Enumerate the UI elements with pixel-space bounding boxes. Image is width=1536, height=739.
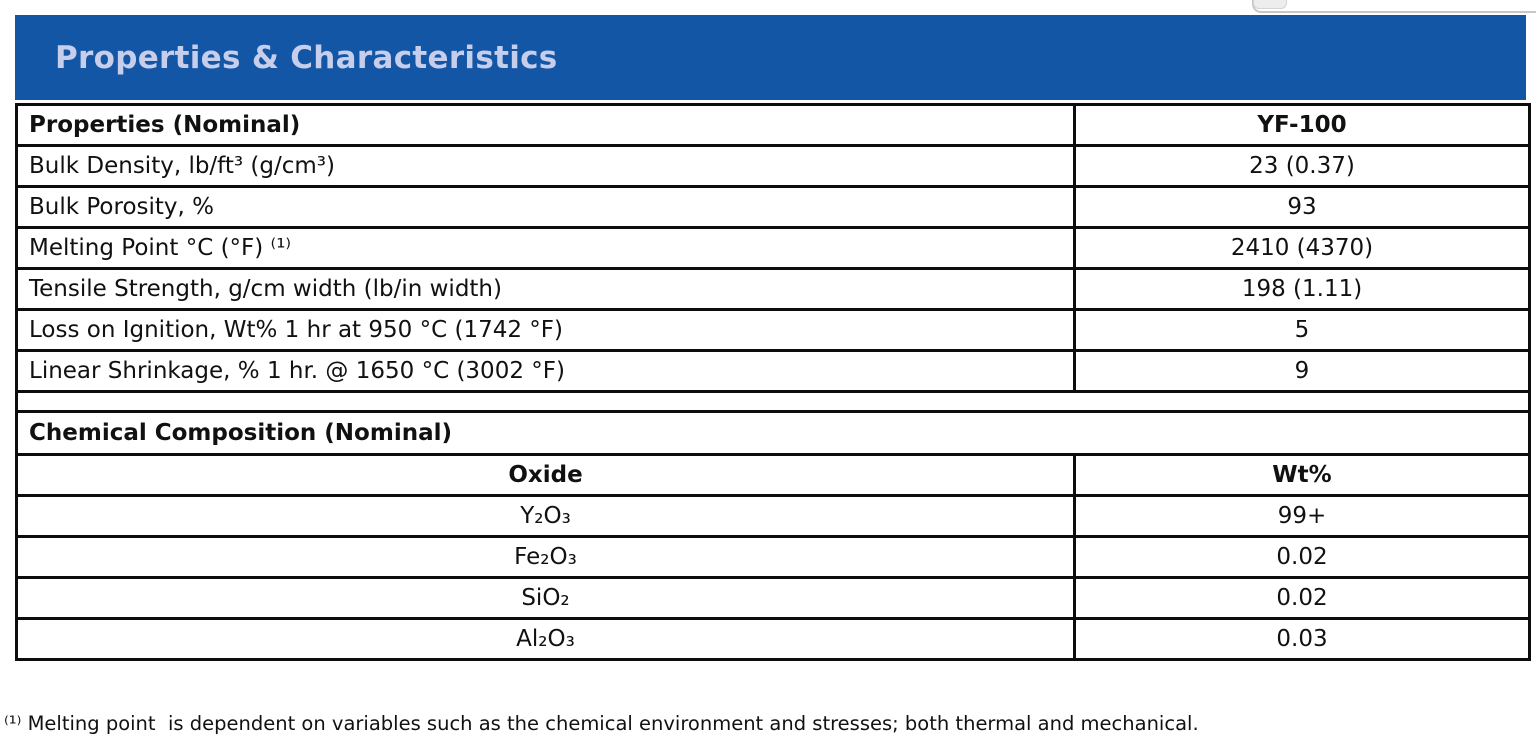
table-row: Melting Point °C (°F) ⁽¹⁾ 2410 (4370) xyxy=(15,226,1531,270)
oxide-label-cell: Al₂O₃ xyxy=(15,617,1076,661)
table-row: Tensile Strength, g/cm width (lb/in widt… xyxy=(15,267,1531,311)
section-banner: Properties & Characteristics xyxy=(15,15,1526,100)
oxide-value-cell: 99+ xyxy=(1073,494,1531,538)
properties-header-row: Properties (Nominal) YF-100 xyxy=(15,103,1531,147)
spacer-row xyxy=(15,390,1531,413)
table-row: Bulk Porosity, % 93 xyxy=(15,185,1531,229)
property-value-cell: 5 xyxy=(1073,308,1531,352)
floating-panel xyxy=(1252,0,1536,13)
oxide-label-cell: SiO₂ xyxy=(15,576,1076,620)
property-label-cell: Melting Point °C (°F) ⁽¹⁾ xyxy=(15,226,1076,270)
properties-characteristics-table: Properties (Nominal) YF-100 Bulk Density… xyxy=(15,103,1531,661)
composition-header-row: Oxide Wt% xyxy=(15,453,1531,497)
oxide-value-cell: 0.02 xyxy=(1073,576,1531,620)
property-label-cell: Bulk Density, lb/ft³ (g/cm³) xyxy=(15,144,1076,188)
properties-header-value: YF-100 xyxy=(1073,103,1531,147)
oxide-value-cell: 0.02 xyxy=(1073,535,1531,579)
composition-section-title: Chemical Composition (Nominal) xyxy=(15,410,1531,456)
oxide-value-cell: 0.03 xyxy=(1073,617,1531,661)
table-row: Bulk Density, lb/ft³ (g/cm³) 23 (0.37) xyxy=(15,144,1531,188)
property-label-cell: Tensile Strength, g/cm width (lb/in widt… xyxy=(15,267,1076,311)
oxide-header-cell: Oxide xyxy=(15,453,1076,497)
property-value-cell: 198 (1.11) xyxy=(1073,267,1531,311)
property-value-cell: 9 xyxy=(1073,349,1531,393)
property-label-cell: Bulk Porosity, % xyxy=(15,185,1076,229)
property-value-cell: 23 (0.37) xyxy=(1073,144,1531,188)
oxide-label-cell: Fe₂O₃ xyxy=(15,535,1076,579)
property-label-cell: Loss on Ignition, Wt% 1 hr at 950 °C (17… xyxy=(15,308,1076,352)
wtpct-header-cell: Wt% xyxy=(1073,453,1531,497)
table-row: Fe₂O₃ 0.02 xyxy=(15,535,1531,579)
scrollbar-thumb[interactable] xyxy=(1253,0,1287,9)
property-label-cell: Linear Shrinkage, % 1 hr. @ 1650 °C (300… xyxy=(15,349,1076,393)
oxide-label-cell: Y₂O₃ xyxy=(15,494,1076,538)
spacer-cell xyxy=(15,390,1531,413)
footnote: ⁽¹⁾ Melting point is dependent on variab… xyxy=(4,712,1199,735)
page-title: Properties & Characteristics xyxy=(55,39,558,76)
composition-section-row: Chemical Composition (Nominal) xyxy=(15,410,1531,456)
table-row: Loss on Ignition, Wt% 1 hr at 950 °C (17… xyxy=(15,308,1531,352)
properties-header-label: Properties (Nominal) xyxy=(15,103,1076,147)
property-value-cell: 2410 (4370) xyxy=(1073,226,1531,270)
table-row: Linear Shrinkage, % 1 hr. @ 1650 °C (300… xyxy=(15,349,1531,393)
table-row: Al₂O₃ 0.03 xyxy=(15,617,1531,661)
table-row: Y₂O₃ 99+ xyxy=(15,494,1531,538)
table-row: SiO₂ 0.02 xyxy=(15,576,1531,620)
property-value-cell: 93 xyxy=(1073,185,1531,229)
